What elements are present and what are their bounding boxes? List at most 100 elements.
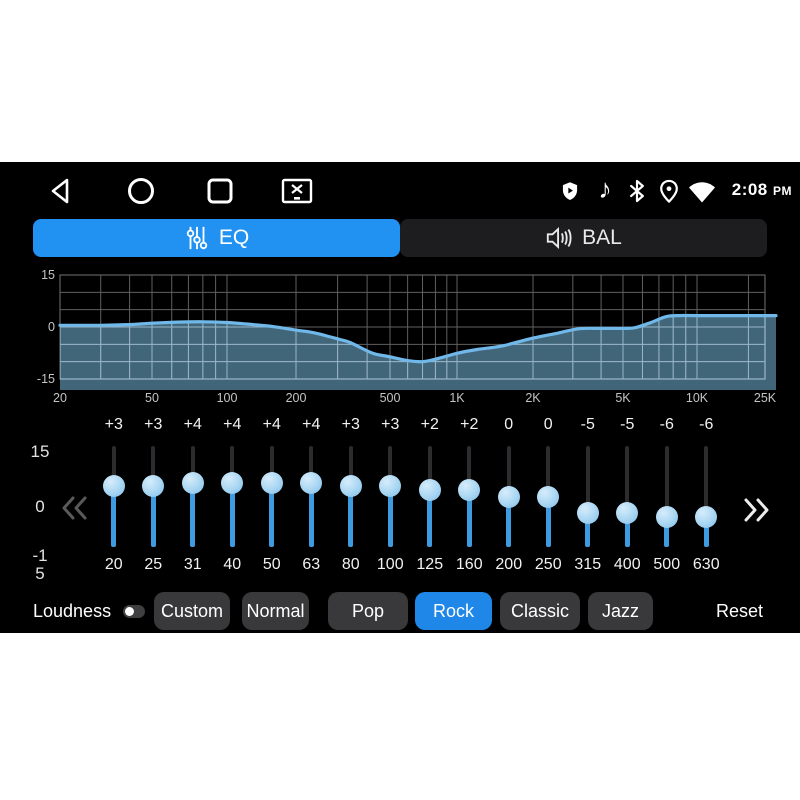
band-slider-160[interactable] <box>458 446 481 547</box>
slider-thumb[interactable] <box>576 502 599 525</box>
band-gain-label: +3 <box>341 416 360 433</box>
tab-eq-label: EQ <box>218 226 250 249</box>
band-freq-label: 50 <box>262 556 281 573</box>
preset-button-custom[interactable]: Custom <box>154 592 230 630</box>
eq-scale-mid: 0 <box>35 497 45 516</box>
slider-fill <box>190 483 196 547</box>
eq-scale-max: 15 <box>30 442 50 461</box>
slider-thumb[interactable] <box>339 475 362 498</box>
band-column-100: +3 100 <box>371 416 411 574</box>
slider-thumb[interactable] <box>497 485 520 508</box>
band-column-31: +4 31 <box>173 416 213 574</box>
slider-thumb[interactable] <box>221 472 244 494</box>
preset-button-classic[interactable]: Classic <box>500 592 580 630</box>
loudness-label: Loudness <box>33 600 112 621</box>
slider-fill <box>348 486 354 547</box>
slider-fill <box>269 483 275 547</box>
back-icon[interactable] <box>46 176 76 206</box>
preset-button-rock[interactable]: Rock <box>415 592 492 630</box>
chevrons-right-icon[interactable] <box>741 497 771 523</box>
chart-tick-label: 10K <box>686 391 709 405</box>
band-gain-label: -5 <box>620 416 635 433</box>
eq-scale-min-line1: -1 <box>32 546 48 565</box>
band-gain-label: +2 <box>460 416 479 433</box>
band-column-80: +3 80 <box>331 416 371 574</box>
tab-bal[interactable]: BAL <box>400 219 767 257</box>
slider-thumb[interactable] <box>260 472 283 494</box>
band-freq-label: 315 <box>574 556 602 573</box>
band-slider-200[interactable] <box>497 446 520 547</box>
slider-track <box>625 446 630 547</box>
band-freq-label: 20 <box>104 556 123 573</box>
band-column-200: 0 200 <box>489 416 529 574</box>
band-slider-100[interactable] <box>379 446 402 547</box>
band-slider-63[interactable] <box>300 446 323 547</box>
band-slider-20[interactable] <box>102 446 125 547</box>
chart-tick-label: 500 <box>380 391 401 405</box>
slider-thumb[interactable] <box>616 502 639 525</box>
band-column-630: -6 630 <box>687 416 727 574</box>
band-slider-40[interactable] <box>221 446 244 547</box>
slider-thumb[interactable] <box>655 505 678 528</box>
preset-button-jazz[interactable]: Jazz <box>588 592 653 630</box>
slider-thumb[interactable] <box>537 485 560 508</box>
band-gain-label: +4 <box>223 416 242 433</box>
slider-thumb[interactable] <box>102 475 125 498</box>
band-slider-125[interactable] <box>418 446 441 547</box>
band-column-315: -5 315 <box>568 416 608 574</box>
slider-thumb[interactable] <box>458 478 481 501</box>
band-column-160: +2 160 <box>450 416 490 574</box>
band-freq-label: 160 <box>455 556 483 573</box>
eq-frequency-response-chart: 20 50 100 200 500 1K 2K 5K 10K 25K 15 0 -15 <box>37 268 778 405</box>
band-column-50: +4 50 <box>252 416 292 574</box>
chart-tick-label: 200 <box>286 391 307 405</box>
band-freq-label: 100 <box>376 556 404 573</box>
band-slider-400[interactable] <box>616 446 639 547</box>
tab-eq[interactable]: EQ <box>33 219 400 257</box>
reset-button[interactable]: Reset <box>715 600 763 621</box>
band-slider-630[interactable] <box>695 446 718 547</box>
slider-fill <box>506 496 512 547</box>
slider-thumb[interactable] <box>142 475 165 498</box>
band-gain-label: 0 <box>504 416 514 433</box>
chart-tick-label: 2K <box>525 391 541 405</box>
band-slider-315[interactable] <box>576 446 599 547</box>
eq-bands: +3 20 +3 25 +4 31 +4 40 +4 50 +4 63 +3 80 +3 100 +2 125 +2… <box>94 416 726 574</box>
band-column-125: +2 125 <box>410 416 450 574</box>
band-slider-250[interactable] <box>537 446 560 547</box>
band-slider-31[interactable] <box>181 446 204 547</box>
chart-tick-label: 100 <box>217 391 238 405</box>
sliders-icon <box>186 226 208 250</box>
band-column-400: -5 400 <box>608 416 648 574</box>
band-freq-label: 31 <box>183 556 202 573</box>
screenshot-icon[interactable] <box>281 176 313 206</box>
speaker-icon <box>547 227 572 249</box>
chevrons-left-icon[interactable] <box>60 495 90 521</box>
band-gain-label: +4 <box>262 416 281 433</box>
band-slider-500[interactable] <box>655 446 678 547</box>
band-gain-label: +3 <box>144 416 163 433</box>
slider-fill <box>387 486 393 547</box>
slider-thumb[interactable] <box>181 472 204 494</box>
slider-thumb[interactable] <box>300 472 323 494</box>
preset-button-pop[interactable]: Pop <box>328 592 408 630</box>
preset-button-normal[interactable]: Normal <box>242 592 309 630</box>
location-icon <box>660 179 678 203</box>
slider-fill <box>308 483 314 547</box>
band-slider-80[interactable] <box>339 446 362 547</box>
slider-thumb[interactable] <box>379 475 402 498</box>
slider-thumb[interactable] <box>418 478 441 501</box>
band-column-250: 0 250 <box>529 416 569 574</box>
recents-icon[interactable] <box>205 176 235 206</box>
loudness-toggle[interactable] <box>123 605 145 618</box>
slider-track <box>704 446 709 547</box>
band-gain-label: +2 <box>420 416 439 433</box>
band-slider-50[interactable] <box>260 446 283 547</box>
band-freq-label: 200 <box>495 556 523 573</box>
slider-fill <box>229 483 235 547</box>
toggle-knob <box>125 607 134 616</box>
slider-fill <box>703 516 709 547</box>
home-icon[interactable] <box>126 176 156 206</box>
band-slider-25[interactable] <box>142 446 165 547</box>
slider-thumb[interactable] <box>695 505 718 528</box>
